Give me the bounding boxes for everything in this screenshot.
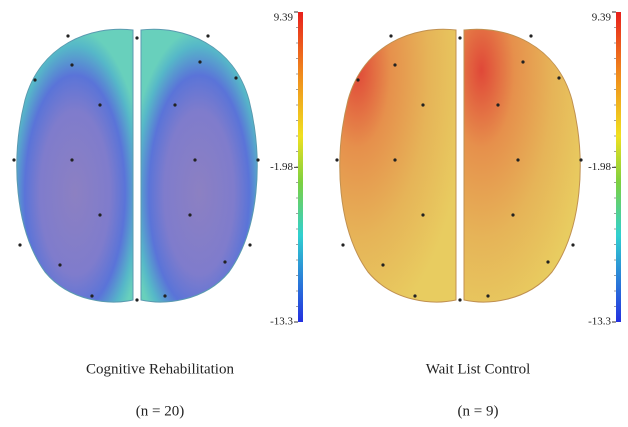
colorbar-tick-label: -1.98 <box>270 161 293 173</box>
brain-map <box>335 29 582 302</box>
colorbar-tick-label: 9.39 <box>274 12 294 24</box>
colorbar <box>298 12 303 322</box>
colorbar-tick-label: -1.98 <box>588 161 611 173</box>
brain-map <box>12 29 259 302</box>
sample-size: (n = 9) <box>458 403 499 419</box>
panel-caption: Wait List Control <box>426 361 531 377</box>
colorbar <box>616 12 621 322</box>
colorbar-tick-label: 9.39 <box>592 12 612 24</box>
figure: 9.39 -1.98 -13.3 Cognitive Rehabilitation (n… <box>0 0 628 427</box>
colorbar-tick-label: -13.3 <box>588 316 611 328</box>
sample-size: (n = 20) <box>136 403 184 419</box>
colorbar-tick-label: -13.3 <box>270 316 293 328</box>
panel-caption: Cognitive Rehabilitation <box>86 361 234 377</box>
